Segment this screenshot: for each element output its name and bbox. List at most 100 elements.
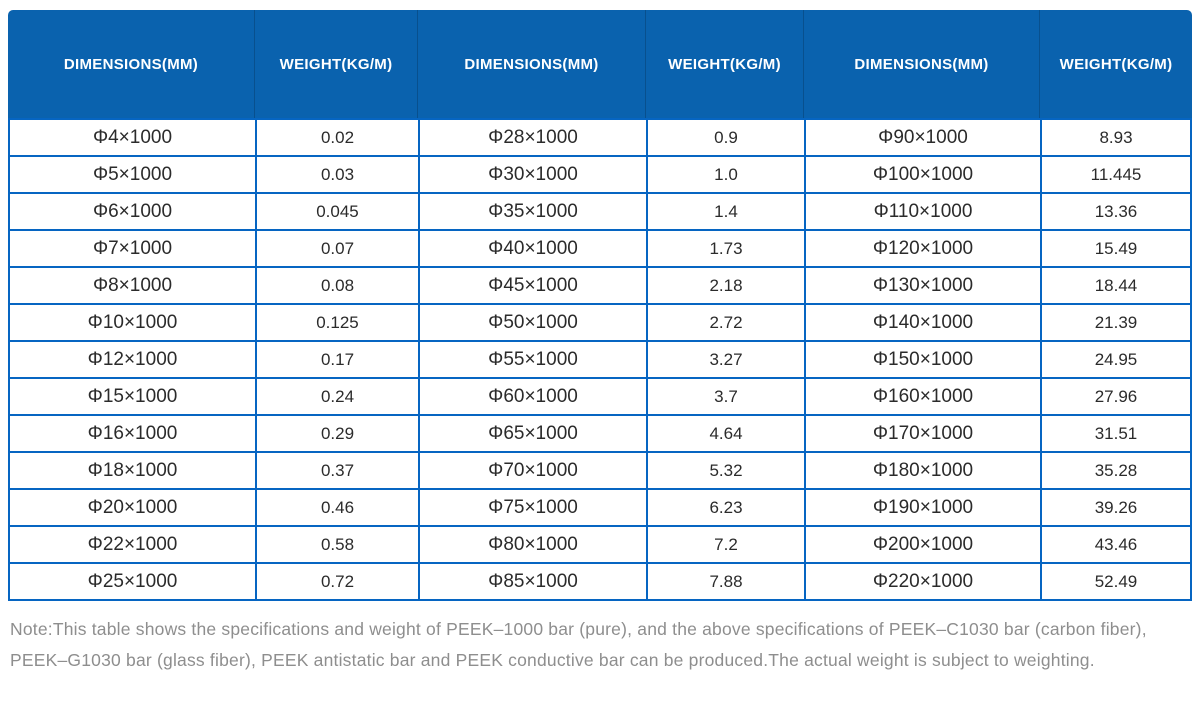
weight-cell: 3.27 xyxy=(646,340,804,377)
table-row: Φ25×1000 0.72 Φ85×1000 7.88 Φ220×1000 52.49 xyxy=(8,562,1192,601)
table-row: Φ5×1000 0.03 Φ30×1000 1.0 Φ100×1000 11.445 xyxy=(8,155,1192,192)
weight-cell: 18.44 xyxy=(1040,266,1192,303)
header-weight-label: WEIGHT(KG/M) xyxy=(255,10,418,118)
weight-cell: 13.36 xyxy=(1040,192,1192,229)
dimension-cell: Φ15×1000 xyxy=(8,377,255,414)
table-row: Φ7×1000 0.07 Φ40×1000 1.73 Φ120×1000 15.49 xyxy=(8,229,1192,266)
dimension-cell: Φ16×1000 xyxy=(8,414,255,451)
table-row: Φ22×1000 0.58 Φ80×1000 7.2 Φ200×1000 43.46 xyxy=(8,525,1192,562)
weight-cell: 3.7 xyxy=(646,377,804,414)
weight-cell: 0.125 xyxy=(255,303,418,340)
dimension-cell: Φ100×1000 xyxy=(804,155,1040,192)
weight-cell: 7.88 xyxy=(646,562,804,601)
dimension-cell: Φ20×1000 xyxy=(8,488,255,525)
dimension-cell: Φ120×1000 xyxy=(804,229,1040,266)
dimension-cell: Φ130×1000 xyxy=(804,266,1040,303)
table-row: Φ10×1000 0.125 Φ50×1000 2.72 Φ140×1000 21.39 xyxy=(8,303,1192,340)
dimension-cell: Φ220×1000 xyxy=(804,562,1040,601)
dimension-cell: Φ170×1000 xyxy=(804,414,1040,451)
dimension-cell: Φ85×1000 xyxy=(418,562,646,601)
dimension-cell: Φ180×1000 xyxy=(804,451,1040,488)
weight-cell: 0.045 xyxy=(255,192,418,229)
dimension-cell: Φ160×1000 xyxy=(804,377,1040,414)
peek-bar-weight-table: DIMENSIONS(MM) WEIGHT(KG/M) DIMENSIONS(M… xyxy=(8,10,1192,601)
table-row: Φ12×1000 0.17 Φ55×1000 3.27 Φ150×1000 24.95 xyxy=(8,340,1192,377)
table-row: Φ18×1000 0.37 Φ70×1000 5.32 Φ180×1000 35.28 xyxy=(8,451,1192,488)
dimension-cell: Φ4×1000 xyxy=(8,118,255,155)
note-line-2: PEEK–G1030 bar (glass fiber), PEEK antis… xyxy=(10,650,1095,670)
dimension-cell: Φ40×1000 xyxy=(418,229,646,266)
dimension-cell: Φ65×1000 xyxy=(418,414,646,451)
table-row: Φ15×1000 0.24 Φ60×1000 3.7 Φ160×1000 27.96 xyxy=(8,377,1192,414)
weight-cell: 31.51 xyxy=(1040,414,1192,451)
dimension-cell: Φ7×1000 xyxy=(8,229,255,266)
dimension-cell: Φ25×1000 xyxy=(8,562,255,601)
weight-cell: 24.95 xyxy=(1040,340,1192,377)
weight-cell: 0.46 xyxy=(255,488,418,525)
table-header: DIMENSIONS(MM) WEIGHT(KG/M) DIMENSIONS(M… xyxy=(8,10,1192,118)
weight-cell: 15.49 xyxy=(1040,229,1192,266)
dimension-cell: Φ150×1000 xyxy=(804,340,1040,377)
weight-cell: 7.2 xyxy=(646,525,804,562)
dimension-cell: Φ60×1000 xyxy=(418,377,646,414)
weight-cell: 11.445 xyxy=(1040,155,1192,192)
header-dimensions-label: DIMENSIONS(MM) xyxy=(418,10,646,118)
weight-cell: 0.07 xyxy=(255,229,418,266)
weight-cell: 5.32 xyxy=(646,451,804,488)
header-row: DIMENSIONS(MM) WEIGHT(KG/M) DIMENSIONS(M… xyxy=(8,10,1192,118)
dimension-cell: Φ70×1000 xyxy=(418,451,646,488)
weight-cell: 2.18 xyxy=(646,266,804,303)
header-weight-label: WEIGHT(KG/M) xyxy=(646,10,804,118)
dimension-cell: Φ18×1000 xyxy=(8,451,255,488)
weight-cell: 0.02 xyxy=(255,118,418,155)
weight-cell: 39.26 xyxy=(1040,488,1192,525)
dimension-cell: Φ8×1000 xyxy=(8,266,255,303)
dimension-cell: Φ55×1000 xyxy=(418,340,646,377)
weight-cell: 21.39 xyxy=(1040,303,1192,340)
weight-cell: 0.17 xyxy=(255,340,418,377)
weight-cell: 1.0 xyxy=(646,155,804,192)
dimension-cell: Φ90×1000 xyxy=(804,118,1040,155)
weight-cell: 0.58 xyxy=(255,525,418,562)
weight-cell: 0.9 xyxy=(646,118,804,155)
dimension-cell: Φ30×1000 xyxy=(418,155,646,192)
header-weight-label: WEIGHT(KG/M) xyxy=(1040,10,1192,118)
weight-cell: 52.49 xyxy=(1040,562,1192,601)
weight-cell: 2.72 xyxy=(646,303,804,340)
dimension-cell: Φ28×1000 xyxy=(418,118,646,155)
dimension-cell: Φ45×1000 xyxy=(418,266,646,303)
dimension-cell: Φ6×1000 xyxy=(8,192,255,229)
dimension-cell: Φ190×1000 xyxy=(804,488,1040,525)
dimension-cell: Φ80×1000 xyxy=(418,525,646,562)
header-dimensions-label: DIMENSIONS(MM) xyxy=(804,10,1040,118)
note-line-1: Note:This table shows the specifications… xyxy=(10,619,1147,639)
dimension-cell: Φ22×1000 xyxy=(8,525,255,562)
table-row: Φ20×1000 0.46 Φ75×1000 6.23 Φ190×1000 39.26 xyxy=(8,488,1192,525)
weight-cell: 0.03 xyxy=(255,155,418,192)
dimension-cell: Φ35×1000 xyxy=(418,192,646,229)
dimension-cell: Φ75×1000 xyxy=(418,488,646,525)
header-dimensions-label: DIMENSIONS(MM) xyxy=(8,10,255,118)
dimension-cell: Φ110×1000 xyxy=(804,192,1040,229)
weight-cell: 0.24 xyxy=(255,377,418,414)
table-row: Φ16×1000 0.29 Φ65×1000 4.64 Φ170×1000 31.51 xyxy=(8,414,1192,451)
weight-cell: 1.73 xyxy=(646,229,804,266)
dimension-cell: Φ12×1000 xyxy=(8,340,255,377)
dimension-cell: Φ50×1000 xyxy=(418,303,646,340)
weight-cell: 0.08 xyxy=(255,266,418,303)
weight-cell: 35.28 xyxy=(1040,451,1192,488)
weight-cell: 0.29 xyxy=(255,414,418,451)
weight-cell: 6.23 xyxy=(646,488,804,525)
note-text: Note:This table shows the specifications… xyxy=(10,614,1190,676)
weight-cell: 0.72 xyxy=(255,562,418,601)
table-body: Φ4×1000 0.02 Φ28×1000 0.9 Φ90×1000 8.93 Φ5×100… xyxy=(8,118,1192,601)
table-row: Φ8×1000 0.08 Φ45×1000 2.18 Φ130×1000 18.44 xyxy=(8,266,1192,303)
table-row: Φ6×1000 0.045 Φ35×1000 1.4 Φ110×1000 13.36 xyxy=(8,192,1192,229)
dimension-cell: Φ5×1000 xyxy=(8,155,255,192)
dimension-cell: Φ10×1000 xyxy=(8,303,255,340)
weight-cell: 4.64 xyxy=(646,414,804,451)
weight-cell: 8.93 xyxy=(1040,118,1192,155)
dimension-cell: Φ140×1000 xyxy=(804,303,1040,340)
table-row: Φ4×1000 0.02 Φ28×1000 0.9 Φ90×1000 8.93 xyxy=(8,118,1192,155)
